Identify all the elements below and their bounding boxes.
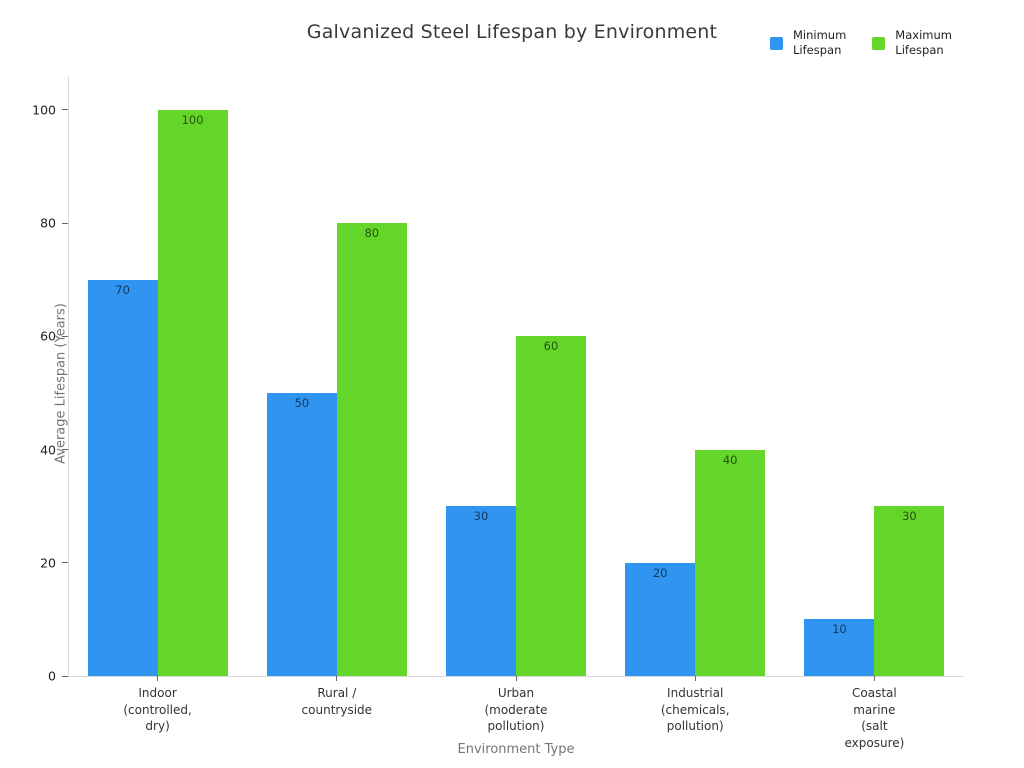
bar-maximum: 30 xyxy=(874,506,945,676)
legend-entry-maximum: Maximum Lifespan xyxy=(872,28,952,58)
x-tick-mark xyxy=(873,676,875,681)
bar-minimum: 30 xyxy=(446,506,516,676)
bar-maximum: 80 xyxy=(336,223,407,676)
bar-value-label: 30 xyxy=(902,509,917,523)
bar-value-label: 30 xyxy=(473,509,489,523)
bar-maximum: 60 xyxy=(516,336,586,676)
y-tick-mark xyxy=(62,109,68,111)
plot-area: 0 20 40 60 80 100 Indoor (controlled, dry) 70 10… xyxy=(32,76,964,750)
x-tick-mark xyxy=(157,676,159,681)
x-tick-label: Indoor (controlled, dry) xyxy=(123,686,192,733)
y-tick-mark xyxy=(62,675,68,677)
x-tick-mark xyxy=(336,676,338,681)
x-tick-label: Industrial (chemicals, pollution) xyxy=(660,686,730,733)
legend-swatch-minimum xyxy=(770,37,783,50)
y-axis-line xyxy=(68,76,69,676)
x-axis-title: Environment Type xyxy=(457,742,575,757)
y-tick-label: 100 xyxy=(32,102,56,118)
legend-entry-minimum: Minimum Lifespan xyxy=(770,28,846,58)
bar-minimum: 20 xyxy=(625,563,696,676)
bar-minimum: 10 xyxy=(804,619,875,676)
bar-minimum: 50 xyxy=(266,393,337,676)
bar-value-label: 100 xyxy=(181,113,204,127)
y-tick-label: 60 xyxy=(40,328,56,344)
bar-value-label: 80 xyxy=(364,226,380,240)
bar-value-label: 20 xyxy=(652,566,668,580)
legend-label-maximum: Maximum Lifespan xyxy=(895,28,952,57)
bar-minimum: 70 xyxy=(87,280,158,676)
legend: Minimum Lifespan Maximum Lifespan xyxy=(770,28,952,58)
legend-swatch-maximum xyxy=(872,37,886,50)
y-axis-title: Average Lifespan (Years) xyxy=(53,303,69,464)
bar-maximum: 40 xyxy=(695,450,766,676)
y-tick-label: 0 xyxy=(48,668,56,684)
y-tick-label: 80 xyxy=(40,215,56,231)
bar-value-label: 60 xyxy=(543,339,559,353)
bar-value-label: 10 xyxy=(832,622,847,636)
chart-title: Galvanized Steel Lifespan by Environment xyxy=(306,21,718,43)
bar-maximum: 100 xyxy=(157,110,228,676)
y-tick-mark xyxy=(62,222,68,224)
bar-value-label: 50 xyxy=(294,396,310,410)
y-tick-label: 40 xyxy=(40,442,56,458)
x-tick-label: Coastal marine (salt exposure) xyxy=(844,686,905,750)
y-tick-mark xyxy=(62,562,68,564)
y-tick-mark xyxy=(62,449,68,451)
bar-value-label: 70 xyxy=(115,283,130,297)
legend-label-minimum: Minimum Lifespan xyxy=(793,28,847,57)
x-tick-mark xyxy=(515,676,517,681)
y-tick-label: 20 xyxy=(40,555,56,571)
x-tick-mark xyxy=(694,676,696,681)
bar-value-label: 40 xyxy=(722,453,738,467)
x-tick-label: Rural / countryside xyxy=(301,686,373,717)
x-tick-label: Urban (moderate pollution) xyxy=(484,686,548,733)
y-tick-mark xyxy=(62,335,68,337)
